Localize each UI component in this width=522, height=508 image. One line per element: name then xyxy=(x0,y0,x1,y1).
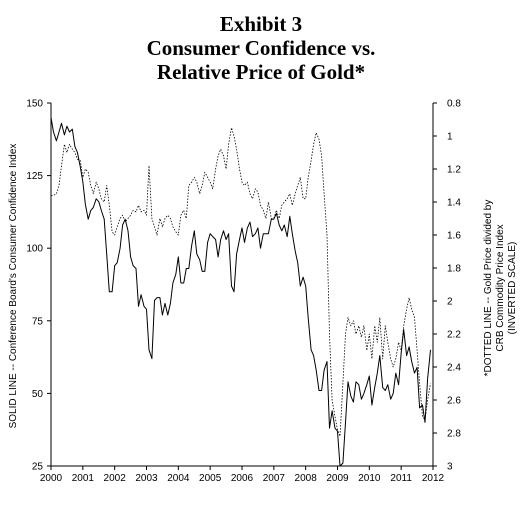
right-y-tick-label: 2.8 xyxy=(447,429,461,440)
left-y-tick-label: 150 xyxy=(26,99,43,110)
right-y-tick-label: 1.6 xyxy=(447,231,461,242)
right-y-tick-label: 1.8 xyxy=(447,264,461,275)
x-tick-label: 2007 xyxy=(263,473,286,484)
right-axis-label-line-3: (INVERTED SCALE) xyxy=(507,242,518,335)
chart-title: Exhibit 3 Consumer Confidence vs. Relati… xyxy=(0,12,522,84)
gold-crb-ratio-dotted-line xyxy=(51,127,431,437)
x-tick-label: 2001 xyxy=(72,473,95,484)
left-y-tick-label: 75 xyxy=(32,316,44,327)
right-y-tick-label: 2 xyxy=(447,297,453,308)
right-axis-label-line-2: CRB Commodity Price Index xyxy=(495,224,506,351)
left-y-tick-label: 100 xyxy=(26,244,43,255)
x-tick-label: 2002 xyxy=(104,473,127,484)
chart-title-line-1: Exhibit 3 xyxy=(219,12,303,36)
x-tick-label: 2006 xyxy=(231,473,254,484)
right-y-tick-label: 2.6 xyxy=(447,396,461,407)
chart-series xyxy=(50,117,431,467)
right-y-tick-label: 1.4 xyxy=(447,198,461,209)
left-axis-label: SOLID LINE -- Conference Board's Consume… xyxy=(8,144,19,429)
x-tick-label: 2011 xyxy=(390,473,412,484)
right-y-tick-label: 1 xyxy=(447,132,453,143)
x-tick-label: 2004 xyxy=(167,473,190,484)
x-tick-label: 2005 xyxy=(199,473,222,484)
right-y-tick-label: 2.2 xyxy=(447,330,461,341)
chart-title-line-3: Relative Price of Gold* xyxy=(156,60,366,84)
x-tick-label: 2000 xyxy=(40,473,63,484)
x-tick-label: 2008 xyxy=(295,473,318,484)
right-axis-label-line-1: *DOTTED LINE -- Gold Price divided by xyxy=(483,200,494,377)
x-tick-label: 2003 xyxy=(135,473,158,484)
left-y-tick-label: 25 xyxy=(32,462,44,473)
chart-axes: 2000 2001 2002 2003 2004 2005 2006 2007 2008 2009… xyxy=(26,99,461,485)
left-y-tick-label: 125 xyxy=(26,171,43,182)
right-y-tick-label: 1.2 xyxy=(447,165,461,176)
right-y-tick-label: 2.4 xyxy=(447,363,461,374)
right-y-tick-label: 3 xyxy=(447,462,453,473)
chart-axis-labels: SOLID LINE -- Conference Board's Consume… xyxy=(8,144,518,429)
chart-title-line-2: Consumer Confidence vs. xyxy=(146,36,376,60)
right-y-tick-label: 0.8 xyxy=(447,99,461,110)
consumer-confidence-solid-line xyxy=(50,117,431,467)
x-tick-label: 2012 xyxy=(422,473,445,484)
left-y-tick-label: 50 xyxy=(32,389,44,400)
x-tick-label: 2009 xyxy=(326,473,349,484)
x-tick-label: 2010 xyxy=(358,473,381,484)
